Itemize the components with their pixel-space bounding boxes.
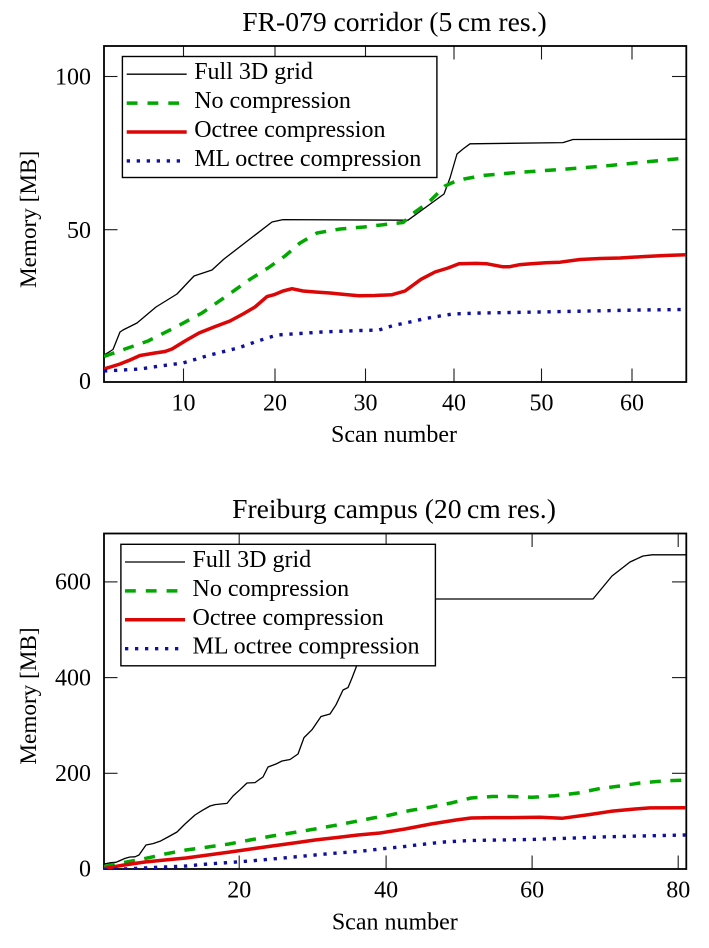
svg-text:No compression: No compression [194,88,351,114]
svg-text:Scan number: Scan number [332,910,458,936]
svg-text:50: 50 [67,218,91,244]
svg-text:400: 400 [55,665,91,691]
svg-text:Full 3D grid: Full 3D grid [193,547,312,573]
svg-text:Octree compression: Octree compression [194,117,385,143]
svg-text:20: 20 [227,878,251,904]
svg-text:ML octree compression: ML octree compression [194,146,421,172]
svg-text:60: 60 [520,878,544,904]
svg-text:50: 50 [530,391,554,417]
svg-text:200: 200 [55,761,91,787]
svg-text:30: 30 [354,391,378,417]
svg-text:Octree compression: Octree compression [193,605,384,631]
svg-text:Scan number: Scan number [331,422,457,448]
svg-text:40: 40 [374,878,398,904]
svg-text:0: 0 [79,369,91,395]
svg-text:Freiburg campus (20 cm res.): Freiburg campus (20 cm res.) [232,493,556,524]
svg-text:60: 60 [620,391,644,417]
svg-text:Memory [MB]: Memory [MB] [16,151,42,288]
svg-text:10: 10 [172,391,196,417]
svg-text:40: 40 [442,391,466,417]
svg-text:0: 0 [79,857,91,883]
svg-text:80: 80 [666,878,690,904]
svg-text:20: 20 [263,391,287,417]
svg-text:Memory [MB]: Memory [MB] [16,627,42,764]
svg-text:No compression: No compression [193,576,350,602]
svg-text:600: 600 [55,570,91,596]
svg-text:FR-079 corridor (5 cm res.): FR-079 corridor (5 cm res.) [242,6,546,37]
svg-text:Full 3D grid: Full 3D grid [194,59,313,85]
svg-text:ML octree compression: ML octree compression [193,634,420,660]
svg-text:100: 100 [55,65,91,91]
